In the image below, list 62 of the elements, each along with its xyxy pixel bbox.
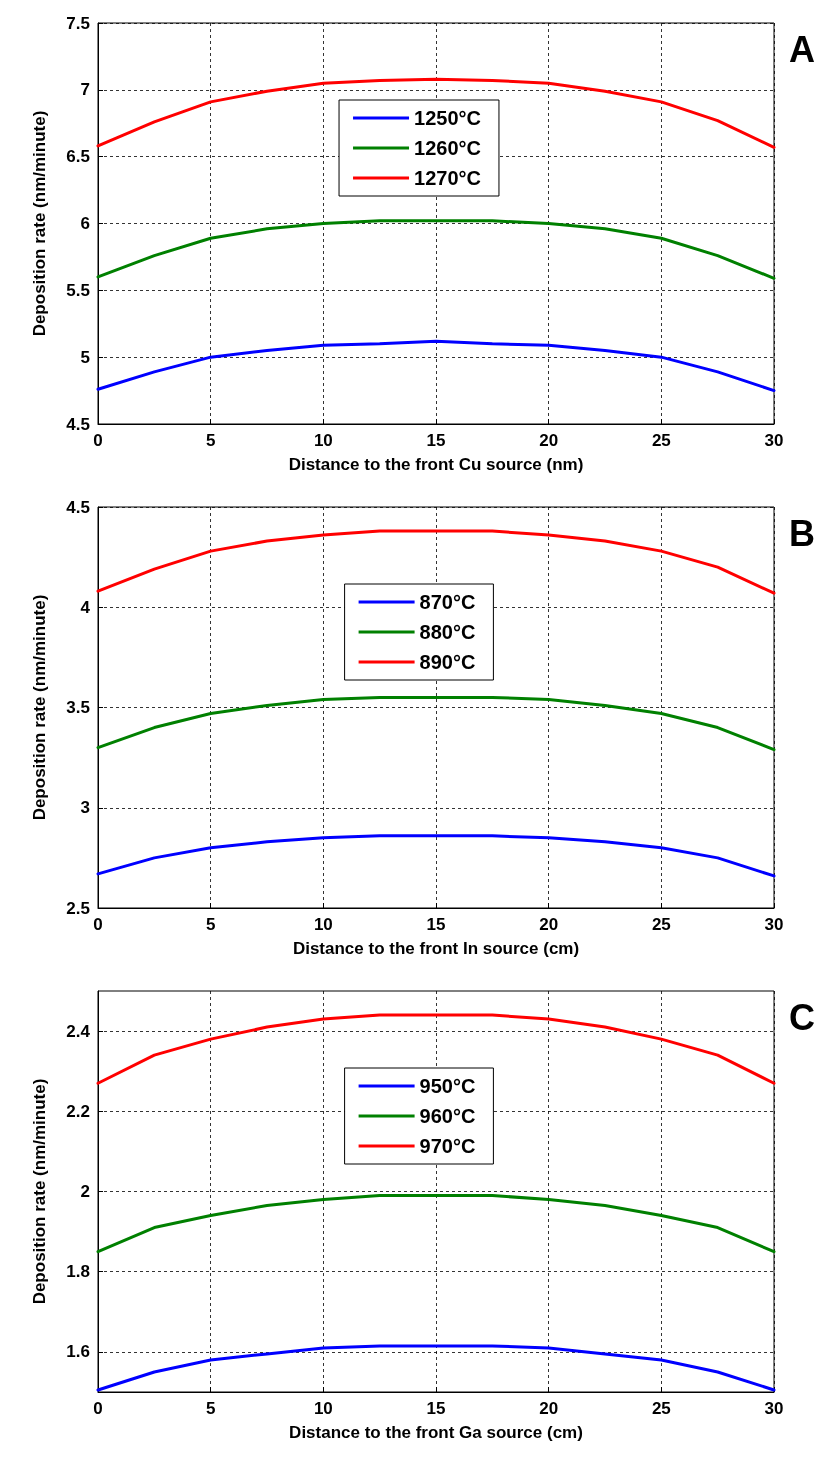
x-tick-label: 30 [764,915,784,934]
y-tick-label: 5.5 [66,280,90,300]
y-tick-label: 3.5 [66,698,90,717]
x-tick-label: 0 [93,915,103,934]
y-tick-label: 2 [80,1182,90,1201]
legend-label: 880°C [419,621,476,643]
x-tick-label: 20 [539,915,559,934]
y-tick-label: 4 [80,597,91,617]
x-tick-label: 20 [539,1399,559,1418]
line-series [96,834,776,878]
x-tick-label: 25 [651,431,671,450]
x-tick-label: 5 [205,915,216,934]
x-axis-title: Distance to the front In source (cm) [292,939,580,958]
legend-label: 950°C [419,1075,476,1097]
y-tick-label: 2.4 [66,1021,91,1041]
x-tick-label: 15 [426,915,446,934]
x-tick-label: 30 [764,431,784,450]
legend-label: 970°C [419,1135,476,1157]
y-tick-label: 6 [80,214,90,233]
legend-label: 1270°C [414,167,481,189]
legend-label: 870°C [419,591,476,613]
chart-title: A [789,28,815,70]
y-tick-label: 1.6 [66,1342,90,1362]
y-axis-title: Deposition rate (nm/minute) [30,1078,49,1305]
line-series [96,695,776,752]
x-tick-label: 10 [313,431,333,450]
x-axis-title: Distance to the front Ga source (cm) [289,1423,583,1442]
x-tick-label: 5 [205,431,216,450]
y-tick-label: 5 [80,347,90,367]
y-tick-label: 7 [80,80,90,100]
x-tick-label: 20 [539,431,559,450]
y-tick-label: 1.8 [66,1262,90,1282]
y-axis-title: Deposition rate (nm/minute) [30,594,49,821]
x-tick-label: 15 [426,431,446,450]
legend-label: 960°C [419,1105,476,1127]
x-tick-label: 10 [313,915,333,934]
y-tick-label: 6.5 [66,147,90,167]
x-axis-title: Distance to the front Cu source (nm) [288,455,584,474]
x-tick-label: 0 [93,431,103,450]
x-tick-label: 10 [313,1399,333,1418]
chart-title: B [789,512,815,554]
line-series [96,339,776,393]
x-tick-label: 25 [651,1399,671,1418]
chart-title: C [789,996,815,1038]
legend-label: 1260°C [414,137,481,159]
line-series [96,1194,776,1254]
y-tick-label: 4.5 [66,497,90,517]
line-series [96,529,776,595]
y-tick-label: 4.5 [66,414,90,434]
y-tick-label: 7.5 [66,13,90,33]
x-tick-label: 30 [764,1399,784,1418]
line-series [96,219,776,280]
legend-label: 890°C [419,651,476,673]
y-tick-label: 2.5 [66,898,90,918]
legend-label: 1250°C [414,107,481,129]
y-axis-title: Deposition rate (nm/minute) [30,110,49,337]
x-tick-label: 5 [205,1399,216,1418]
x-tick-label: 0 [93,1399,103,1418]
y-tick-label: 3 [80,798,90,818]
x-tick-label: 15 [426,1399,446,1418]
y-tick-label: 2.2 [66,1101,90,1121]
x-tick-label: 25 [651,915,671,934]
